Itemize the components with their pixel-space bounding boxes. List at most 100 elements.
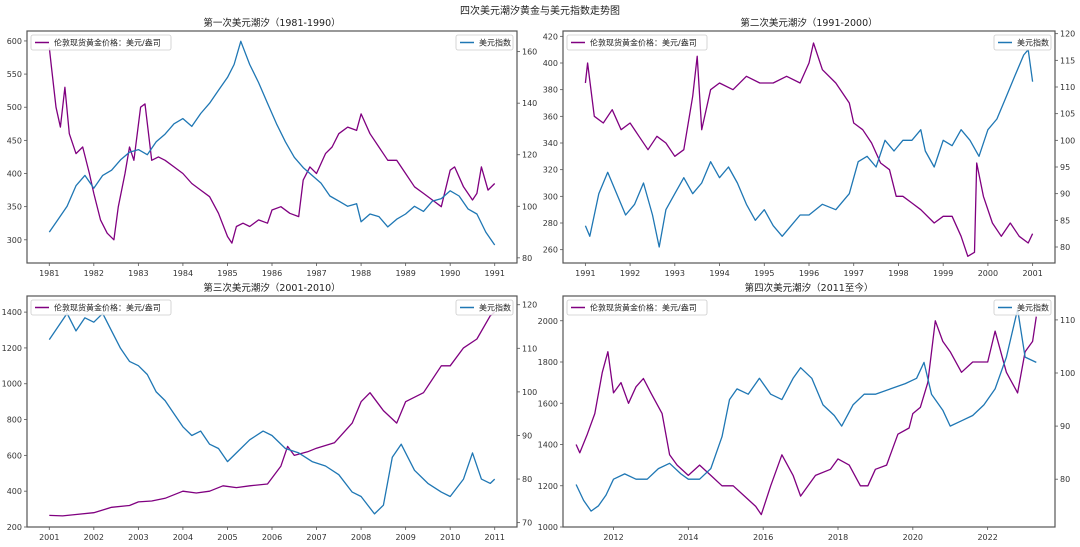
y-right-tick-label: 120 bbox=[1060, 30, 1075, 39]
x-tick-label: 2002 bbox=[84, 533, 104, 542]
x-tick-label: 2003 bbox=[128, 533, 148, 542]
y-left-tick-label: 260 bbox=[543, 246, 558, 255]
x-tick-label: 2022 bbox=[977, 533, 997, 542]
y-right-tick-label: 70 bbox=[522, 519, 532, 528]
y-left-tick-label: 320 bbox=[543, 166, 558, 175]
subplot-4: 第四次美元潮汐（2011至今） 2012 2014 2016 2018 2020 2022 1… bbox=[538, 282, 1076, 542]
y-left-tick-label: 280 bbox=[543, 219, 558, 228]
axes-frame bbox=[26, 295, 518, 528]
x-tick-label: 1997 bbox=[844, 269, 864, 278]
y-left-tick-label: 400 bbox=[7, 170, 22, 179]
y-left-tick-label: 400 bbox=[7, 487, 22, 496]
y-left-tick-label: 550 bbox=[7, 70, 22, 79]
y-left-tick-label: 800 bbox=[7, 416, 22, 425]
y-left-tick-label: 1800 bbox=[538, 358, 558, 367]
x-tick-label: 1999 bbox=[933, 269, 953, 278]
subplot-title: 第二次美元潮汐（1991-2000） bbox=[740, 17, 877, 29]
gold-price-line bbox=[49, 311, 496, 517]
subplot-1: 第一次美元潮汐（1981-1990） 1981 1982 1983 1984 1985 19… bbox=[7, 17, 538, 278]
y-left-tick-label: 1400 bbox=[538, 441, 558, 450]
legend-usd: 美元指数 bbox=[993, 34, 1052, 51]
y-right-tick-label: 100 bbox=[1060, 136, 1075, 145]
x-tick-label: 2001 bbox=[1022, 269, 1042, 278]
y-right-tick-label: 110 bbox=[1060, 316, 1075, 325]
axes-frame bbox=[562, 30, 1056, 264]
legend-usd: 美元指数 bbox=[993, 299, 1052, 316]
x-tick-label: 1992 bbox=[620, 269, 640, 278]
legend-box bbox=[993, 34, 1052, 51]
legend-usd-label: 美元指数 bbox=[479, 38, 511, 48]
x-tick-label: 2004 bbox=[173, 533, 193, 542]
x-tick-label: 2005 bbox=[217, 533, 237, 542]
legend-usd-label: 美元指数 bbox=[1017, 303, 1049, 313]
y-right-tick-label: 100 bbox=[522, 388, 537, 397]
x-tick-label: 1995 bbox=[754, 269, 774, 278]
y-right-tick-label: 85 bbox=[1060, 216, 1070, 225]
x-tick-label: 1998 bbox=[888, 269, 908, 278]
y-left-tick-label: 380 bbox=[543, 86, 558, 95]
y-right-tick-label: 80 bbox=[1060, 475, 1070, 484]
y-right-tick-label: 120 bbox=[522, 301, 537, 310]
legend-gold: 伦敦现货黄金价格：美元/盎司 bbox=[30, 34, 172, 51]
y-left-tick-label: 1600 bbox=[538, 399, 558, 408]
x-tick-label: 2011 bbox=[485, 533, 505, 542]
y-right-tick-label: 95 bbox=[1060, 163, 1070, 172]
y-right-tick-label: 105 bbox=[1060, 110, 1075, 119]
gold-price-line bbox=[584, 42, 1034, 257]
y-right-tick-label: 80 bbox=[1060, 243, 1070, 252]
y-right-tick-label: 90 bbox=[1060, 422, 1070, 431]
legend-gold-label: 伦敦现货黄金价格：美元/盎司 bbox=[54, 38, 161, 48]
x-tick-label: 1981 bbox=[39, 269, 59, 278]
legend-box bbox=[455, 299, 514, 316]
x-tick-label: 1986 bbox=[262, 269, 282, 278]
x-tick-label: 1988 bbox=[351, 269, 371, 278]
x-tick-label: 1987 bbox=[306, 269, 326, 278]
legend-box bbox=[566, 34, 708, 51]
y-right-tick-label: 110 bbox=[1060, 83, 1075, 92]
x-tick-label: 1985 bbox=[217, 269, 237, 278]
usd-index-line bbox=[48, 40, 496, 246]
x-tick-label: 2007 bbox=[306, 533, 326, 542]
x-tick-label: 2016 bbox=[753, 533, 773, 542]
x-tick-label: 1996 bbox=[799, 269, 819, 278]
y-left-tick-label: 1200 bbox=[2, 344, 22, 353]
gold-price-line bbox=[575, 316, 1037, 516]
x-tick-label: 2018 bbox=[828, 533, 848, 542]
legend-box bbox=[30, 34, 172, 51]
subplot-3: 第三次美元潮汐（2001-2010） 2001 2002 2003 2004 2005 20… bbox=[2, 282, 538, 542]
x-tick-label: 1982 bbox=[84, 269, 104, 278]
x-tick-label: 1984 bbox=[173, 269, 193, 278]
legend-gold: 伦敦现货黄金价格：美元/盎司 bbox=[30, 299, 172, 316]
x-tick-label: 2014 bbox=[678, 533, 698, 542]
figure-title: 四次美元潮汐黄金与美元指数走势图 bbox=[460, 6, 620, 17]
legend-usd-label: 美元指数 bbox=[479, 303, 511, 313]
y-left-tick-label: 1000 bbox=[2, 380, 22, 389]
y-left-tick-label: 2000 bbox=[538, 317, 558, 326]
legend-usd: 美元指数 bbox=[455, 34, 514, 51]
x-tick-label: 2000 bbox=[978, 269, 998, 278]
y-left-tick-label: 600 bbox=[7, 451, 22, 460]
y-right-tick-label: 100 bbox=[1060, 369, 1075, 378]
subplot-title: 第四次美元潮汐（2011至今） bbox=[745, 282, 874, 294]
y-left-tick-label: 360 bbox=[543, 112, 558, 121]
y-left-tick-label: 1400 bbox=[2, 308, 22, 317]
y-right-tick-label: 100 bbox=[522, 202, 537, 211]
x-tick-label: 2006 bbox=[262, 533, 282, 542]
legend-gold-label: 伦敦现货黄金价格：美元/盎司 bbox=[590, 38, 697, 48]
x-tick-label: 1983 bbox=[128, 269, 148, 278]
x-tick-label: 1993 bbox=[665, 269, 685, 278]
y-right-tick-label: 120 bbox=[522, 151, 537, 160]
y-right-tick-label: 160 bbox=[522, 48, 537, 57]
y-left-tick-label: 300 bbox=[543, 192, 558, 201]
x-tick-label: 2001 bbox=[39, 533, 59, 542]
usd-index-line bbox=[48, 312, 496, 515]
y-left-tick-label: 600 bbox=[7, 37, 22, 46]
y-right-tick-label: 140 bbox=[522, 99, 537, 108]
usd-index-line bbox=[584, 49, 1034, 248]
legend-box bbox=[993, 299, 1052, 316]
y-right-tick-label: 80 bbox=[522, 254, 532, 263]
y-right-tick-label: 115 bbox=[1060, 56, 1075, 65]
axes-frame bbox=[26, 30, 518, 264]
y-left-tick-label: 420 bbox=[543, 32, 558, 41]
